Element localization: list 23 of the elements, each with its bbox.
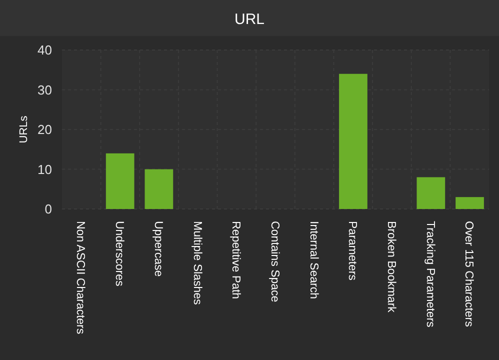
x-tick-label: Uppercase [152, 221, 164, 277]
y-tick-label: 20 [38, 122, 52, 138]
bar [339, 74, 368, 209]
x-tick-label: Parameters [346, 221, 358, 281]
bar [456, 197, 484, 209]
bar [106, 153, 134, 209]
x-tick-label: Repetitive Path [230, 221, 242, 299]
y-tick-label: 40 [38, 42, 52, 58]
y-tick-label: 30 [38, 82, 52, 98]
x-tick-label: Over 115 Characters [462, 221, 475, 328]
bar [144, 169, 174, 209]
x-tick-label: Broken Bookmark [385, 221, 398, 313]
chart-title: URL [234, 11, 265, 28]
y-axis-title: URLs [18, 115, 30, 144]
x-tick-label: Tracking Parameters [424, 221, 436, 328]
x-tick-label: Internal Search [307, 221, 320, 299]
y-tick-label: 10 [38, 162, 52, 177]
x-tick-label: Multiple Slashes [190, 221, 203, 305]
x-tick-label: Non ASCII Characters [74, 221, 86, 334]
x-tick-label: Contains Space [268, 221, 280, 302]
y-tick-label: 0 [44, 202, 52, 217]
x-tick-label: Underscores [113, 221, 126, 286]
bar [416, 177, 446, 209]
